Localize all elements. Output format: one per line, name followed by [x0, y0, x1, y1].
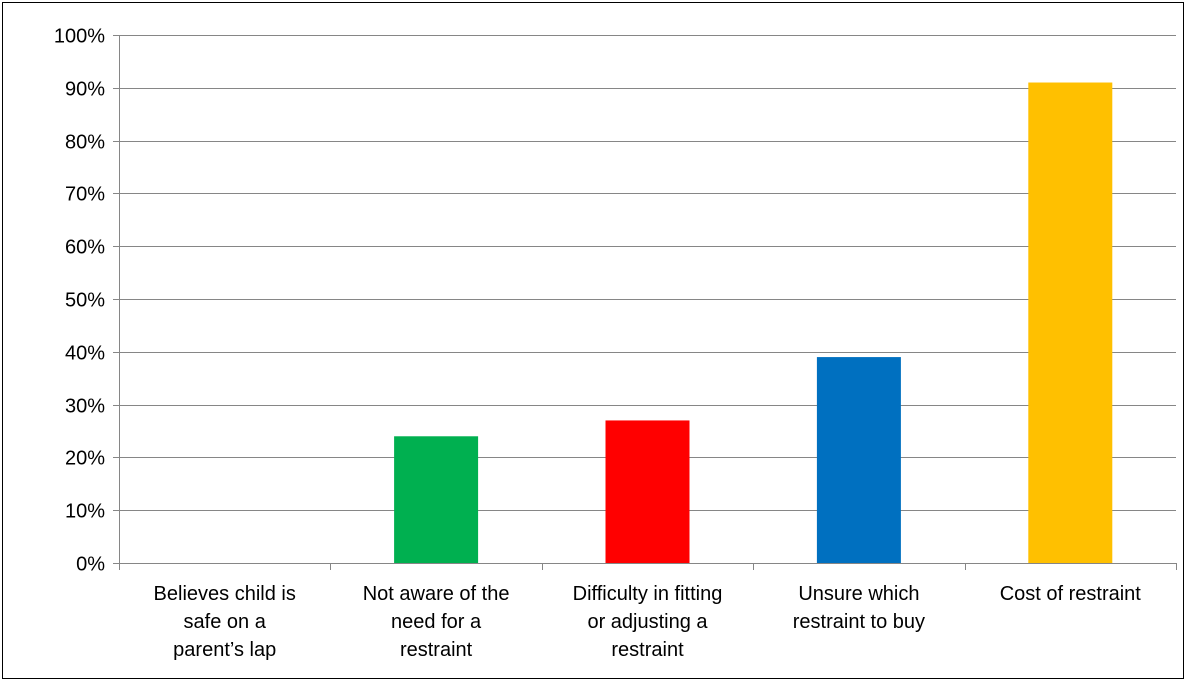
y-tick-label: 100%	[54, 26, 105, 48]
y-tick-label: 60%	[65, 237, 105, 259]
y-tick-label: 0%	[76, 554, 105, 576]
x-category-label: Believes child is	[154, 583, 296, 605]
bar	[1028, 82, 1113, 564]
bar	[816, 357, 901, 563]
x-category-label: safe on a	[184, 611, 267, 633]
x-category-label: or adjusting a	[587, 611, 708, 633]
y-tick-label: 20%	[65, 448, 105, 470]
bar	[605, 420, 690, 563]
x-category-label: restraint	[611, 639, 684, 661]
gridlines	[119, 35, 1176, 511]
x-category-label: need for a	[391, 611, 482, 633]
y-tick-label: 90%	[65, 79, 105, 101]
y-tick-label: 50%	[65, 290, 105, 312]
x-category-label: Difficulty in fitting	[573, 583, 723, 605]
y-tick-label: 40%	[65, 343, 105, 365]
x-category-label: restraint	[400, 639, 473, 661]
bars	[394, 82, 1113, 564]
y-tick-label: 30%	[65, 396, 105, 418]
y-tick-label: 80%	[65, 132, 105, 154]
y-tick-label: 10%	[65, 501, 105, 523]
x-axis: Believes child is safe on a parent’s lap No…	[119, 563, 1177, 661]
x-category-label: Unsure which	[798, 583, 919, 605]
x-category-label: Cost of restraint	[1000, 583, 1142, 605]
x-category-label: parent’s lap	[173, 639, 276, 661]
x-category-label: Not aware of the	[363, 583, 510, 605]
y-tick-label: 70%	[65, 184, 105, 206]
x-category-label: restraint to buy	[793, 611, 925, 633]
y-axis: 0% 10% 20% 30% 40% 50% 60% 70% 80% 90% 100%	[54, 26, 120, 576]
bar	[394, 436, 479, 563]
